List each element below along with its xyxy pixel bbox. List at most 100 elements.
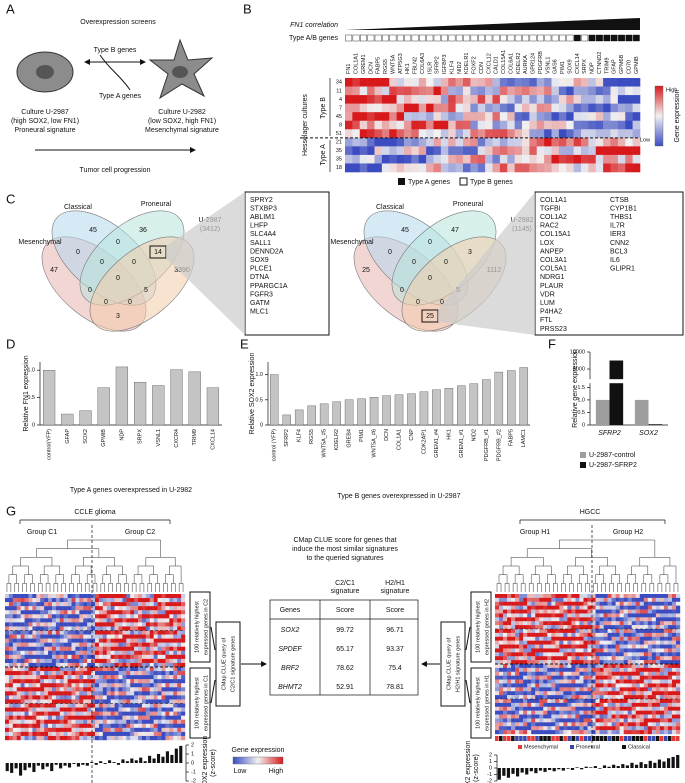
heatmap-cell	[114, 606, 119, 611]
heatmap-cell	[643, 691, 649, 696]
subtype-cell	[535, 736, 539, 741]
heatmap-cell	[44, 642, 49, 647]
heatmap-cell	[396, 78, 405, 87]
gene-label: CXCL12	[486, 53, 492, 74]
heatmap-cell	[625, 95, 633, 104]
heatmap-cell	[615, 718, 620, 723]
y-tick-label: 1.0	[27, 368, 35, 374]
heatmap-cell	[153, 683, 158, 688]
heatmap-cell	[24, 594, 29, 599]
heatmap-cell	[173, 610, 178, 615]
bar	[566, 768, 570, 769]
heatmap-cell	[607, 640, 612, 645]
text: (low SOX2, high FN1)	[148, 118, 216, 125]
heatmap-cell	[631, 613, 636, 618]
heatmap-cell	[44, 626, 49, 631]
heatmap-cell	[36, 638, 41, 643]
dendrogram	[43, 565, 61, 575]
heatmap-cell	[588, 112, 597, 122]
heatmap-cell	[63, 667, 68, 672]
heatmap-cell	[157, 715, 162, 720]
heatmap-cell	[635, 601, 640, 606]
heatmap-cell	[12, 646, 17, 651]
heatmap-cell	[374, 129, 383, 139]
heatmap-cell	[611, 664, 616, 669]
heatmap-cell	[153, 610, 158, 615]
dendrogram	[106, 565, 123, 575]
heatmap-cell	[519, 714, 524, 719]
heatmap-cell	[161, 707, 166, 712]
heatmap-cell	[177, 594, 182, 599]
heatmap-cell	[663, 706, 669, 711]
heatmap-cell	[519, 667, 524, 672]
heatmap-cell	[110, 594, 115, 599]
gene-name: PLCE1	[250, 266, 272, 273]
heatmap-cell	[16, 654, 21, 660]
heatmap-cell	[651, 609, 657, 614]
heatmap-cell	[519, 605, 524, 610]
heatmap-cell	[381, 120, 390, 130]
heatmap-cell	[558, 112, 567, 122]
heatmap-cell	[647, 671, 653, 676]
heatmap-cell	[507, 129, 515, 139]
heatmap-cell	[559, 597, 564, 602]
heatmap-cell	[122, 715, 127, 720]
heatmap-cell	[647, 726, 653, 731]
heatmap-cell	[67, 687, 72, 692]
heatmap-cell	[543, 702, 548, 707]
heatmap-cell	[141, 723, 147, 729]
gene-set-box	[470, 591, 492, 663]
heatmap-cell	[374, 103, 383, 113]
heatmap-cell	[643, 594, 649, 599]
heatmap-cell	[567, 617, 572, 622]
heatmap-cell	[367, 154, 375, 164]
heatmap-cell	[91, 610, 96, 615]
heatmap-cell	[67, 626, 72, 631]
bar	[529, 768, 533, 772]
dendrogram	[520, 583, 526, 592]
heatmap-cell	[575, 597, 580, 602]
heatmap-cell	[567, 675, 572, 680]
bar	[653, 762, 657, 768]
heatmap-cell	[141, 695, 147, 700]
heatmap-cell	[675, 664, 681, 669]
heatmap-cell	[663, 660, 669, 665]
heatmap-cell	[12, 699, 17, 704]
heatmap-cell	[389, 154, 397, 164]
heatmap-cell	[181, 598, 186, 603]
heatmap-cell	[5, 691, 10, 696]
heatmap-cell	[83, 727, 88, 733]
heatmap-cell	[102, 602, 107, 607]
heatmap-cell	[599, 664, 604, 669]
heatmap-cell	[611, 687, 616, 692]
x-tick-label: PDGFRB_#2	[496, 429, 502, 461]
gene-label: GAS6	[553, 59, 559, 74]
heatmap-cell	[527, 597, 532, 602]
heatmap-cell	[20, 723, 25, 729]
heatmap-cell	[623, 609, 628, 614]
heatmap-cell	[91, 731, 96, 737]
heatmap-cell	[32, 650, 37, 656]
heatmap-cell	[83, 699, 88, 704]
heatmap-cell	[165, 662, 170, 668]
heatmap-cell	[591, 660, 596, 665]
type-box	[596, 34, 603, 42]
heatmap-cell	[83, 602, 88, 607]
heatmap-cell	[55, 630, 60, 635]
bar	[188, 371, 201, 426]
heatmap-cell	[138, 687, 143, 692]
heatmap-cell	[651, 652, 657, 657]
heatmap-cell	[12, 662, 17, 668]
type-box	[529, 34, 537, 42]
heatmap-cell	[515, 667, 520, 672]
heatmap-cell	[651, 671, 657, 676]
heatmap-cell	[659, 683, 665, 688]
bar	[179, 745, 183, 763]
heatmap-cell	[51, 642, 57, 647]
heatmap-cell	[79, 687, 84, 692]
heatmap-cell	[575, 710, 580, 715]
heatmap-cell	[95, 634, 100, 639]
legend-swatch	[398, 178, 405, 185]
heatmap-cell	[495, 726, 500, 731]
heatmap-cell	[126, 594, 131, 599]
